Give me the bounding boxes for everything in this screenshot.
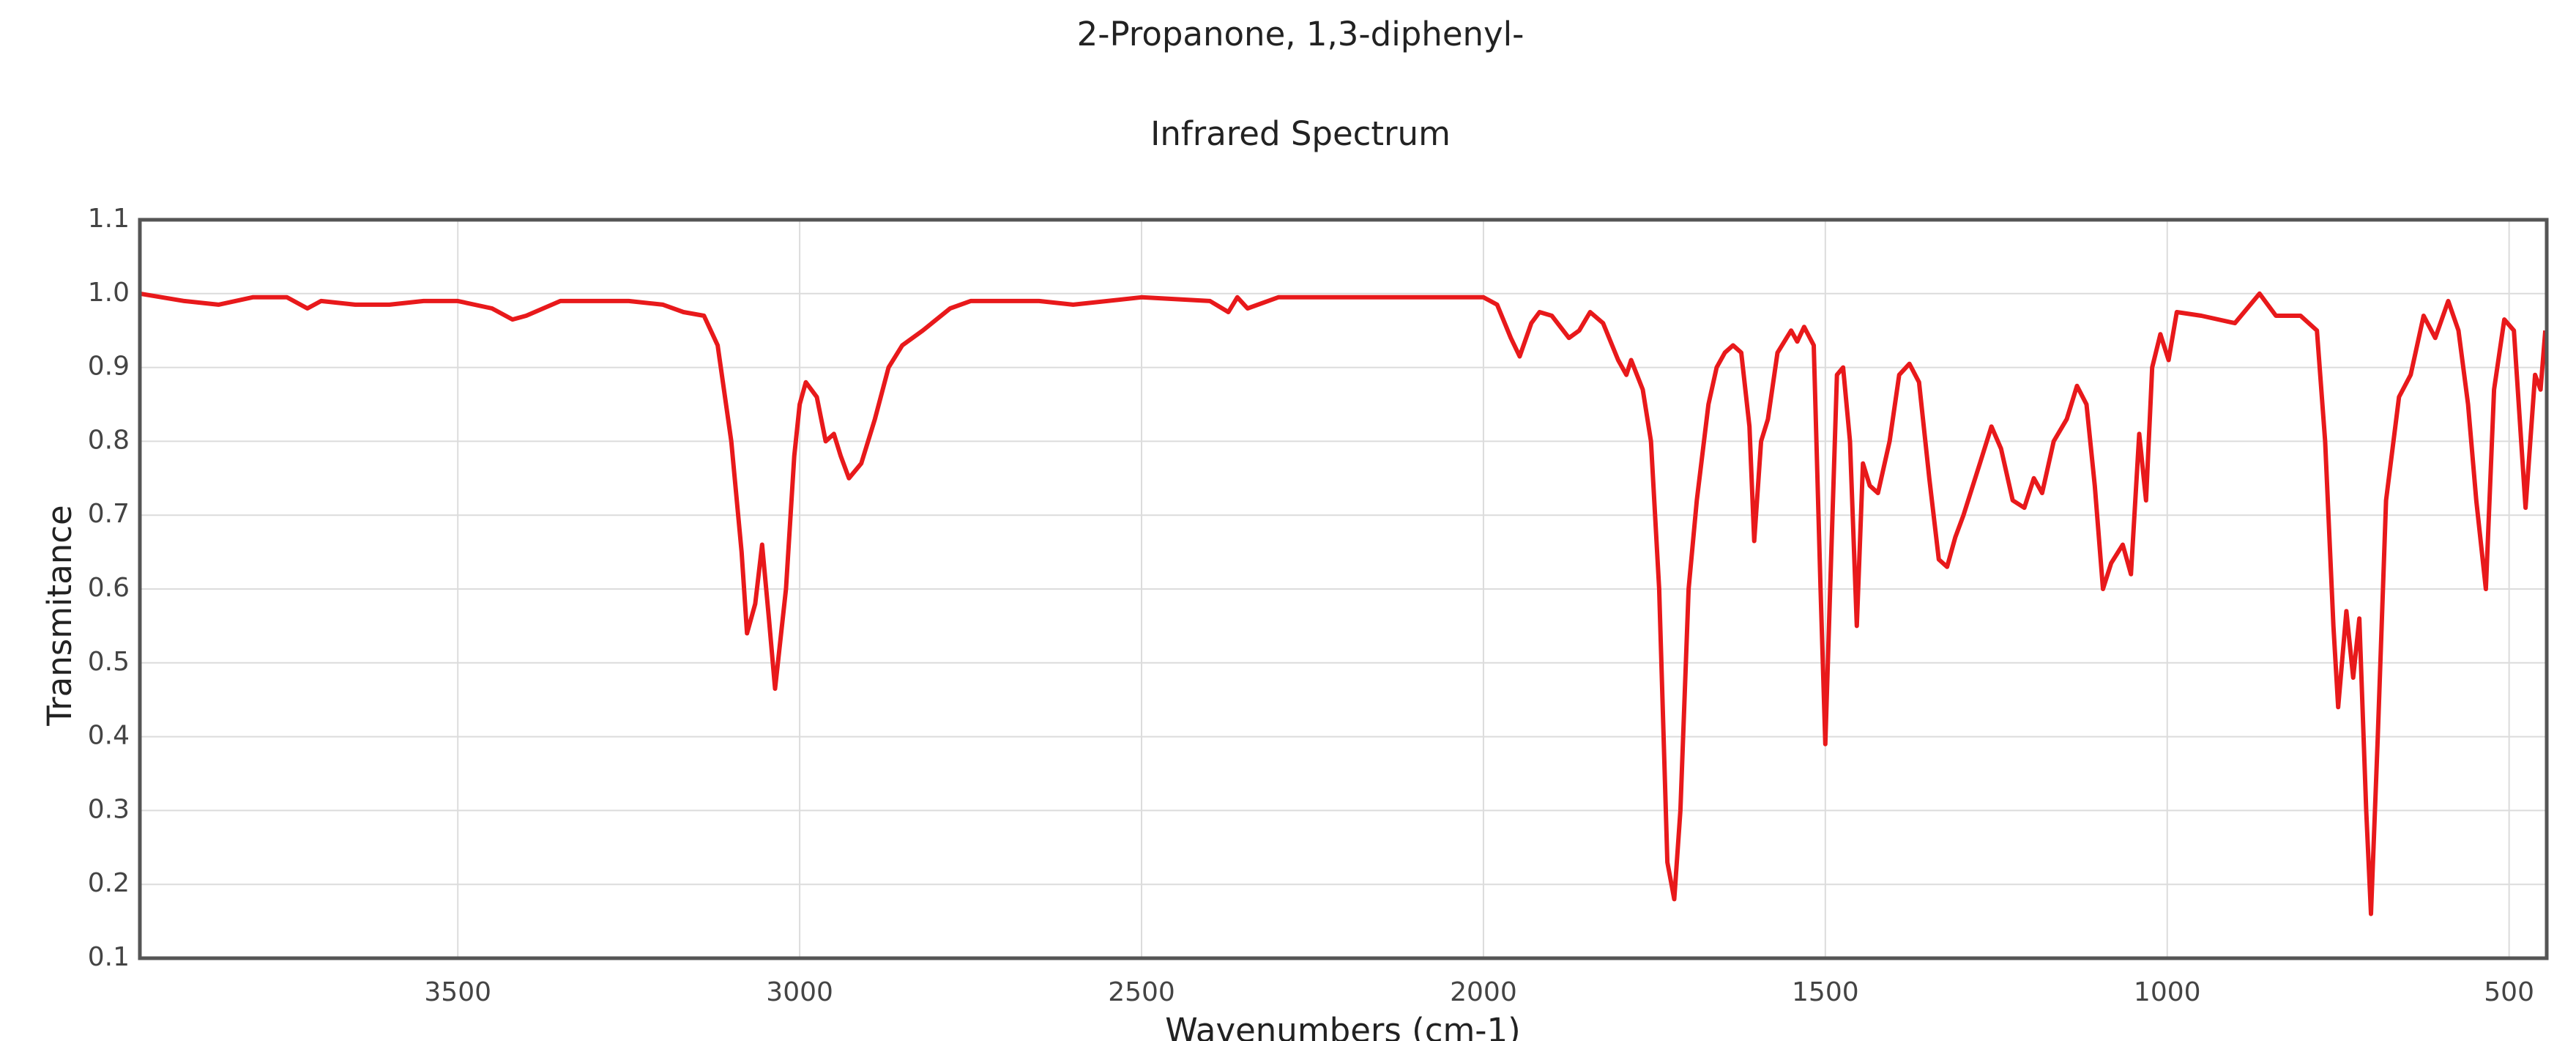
y-tick-label: 1.0: [88, 278, 130, 308]
x-tick-label: 2000: [1450, 977, 1517, 1007]
spectrum-line: [139, 291, 2548, 916]
x-tick-label: 3000: [766, 977, 833, 1007]
x-tick-label: 3500: [424, 977, 491, 1007]
y-tick-label: 0.1: [88, 942, 130, 972]
x-tick-label: 1500: [1792, 977, 1859, 1007]
y-axis-label: Transmitance: [40, 505, 79, 726]
plot-frame: [138, 218, 2549, 960]
y-tick-label: 1.1: [88, 204, 130, 234]
y-tick-label: 0.8: [88, 425, 130, 455]
chart-subtitle: Infrared Spectrum: [1150, 114, 1451, 153]
y-tick-label: 0.6: [88, 573, 130, 603]
x-axis-label: Wavenumbers (cm-1): [1165, 1011, 1520, 1041]
y-tick-label: 0.2: [88, 868, 130, 898]
y-tick-label: 0.4: [88, 721, 130, 751]
y-tick-label: 0.9: [88, 352, 130, 382]
x-tick-label: 1000: [2134, 977, 2201, 1007]
y-tick-label: 0.7: [88, 499, 130, 529]
y-tick-label: 0.3: [88, 794, 130, 824]
chart-title: 2-Propanone, 1,3-diphenyl-: [1077, 15, 1525, 53]
x-tick-label: 2500: [1108, 977, 1175, 1007]
x-tick-label: 500: [2484, 977, 2534, 1007]
y-tick-label: 0.5: [88, 647, 130, 677]
